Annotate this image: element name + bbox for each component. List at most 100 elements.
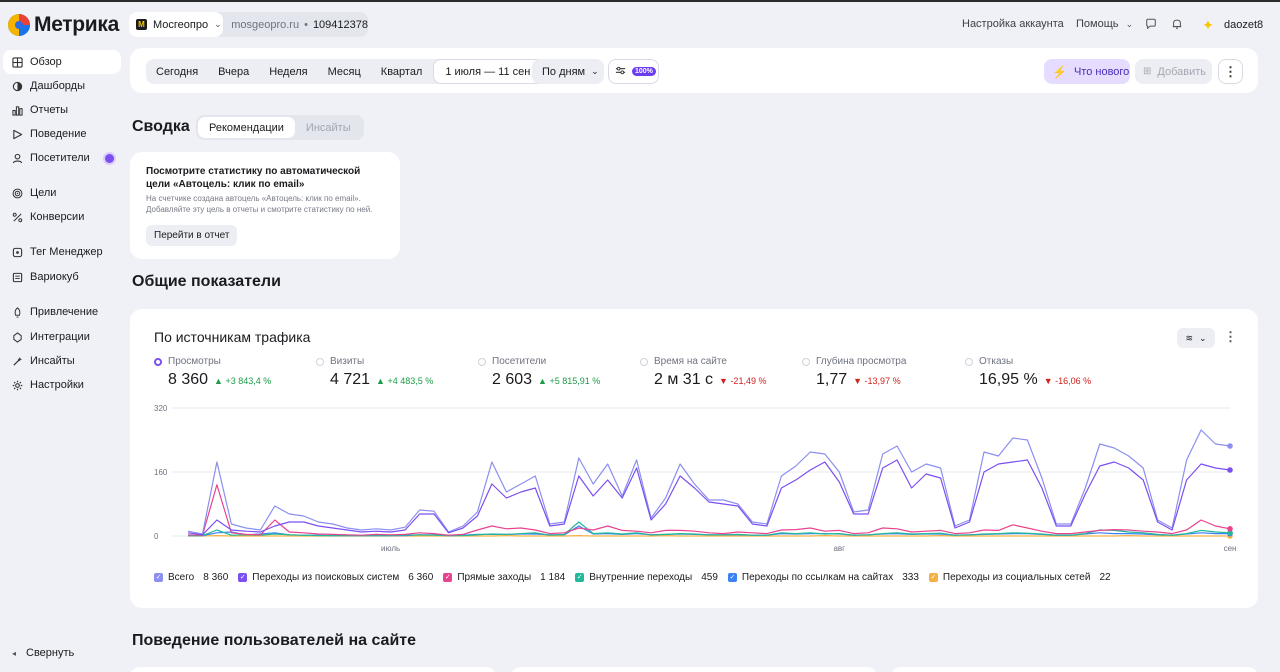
metric-label: Время на сайте xyxy=(654,356,727,367)
period-week[interactable]: Неделя xyxy=(269,65,308,78)
chart-title: По источникам трафика xyxy=(154,329,311,345)
metric-pageviews[interactable]: Просмотры 8 360 ▲ +3 843,4 % xyxy=(154,356,309,389)
chart-type-select[interactable]: ≋ ⌄ xyxy=(1177,328,1215,348)
behavior-card xyxy=(511,667,877,672)
series-line[interactable] xyxy=(187,484,1231,536)
metric-time-on-site[interactable]: Время на сайте 2 м 31 с ▼ -21,49 % xyxy=(640,356,795,389)
sidebar-item-insights[interactable]: Инсайты xyxy=(3,349,121,373)
legend-item-internal[interactable]: ✓ Внутренние переходы 459 xyxy=(575,572,718,583)
legend-label: Переходы по ссылкам на сайтах xyxy=(741,572,894,583)
metric-visitors[interactable]: Посетители 2 603 ▲ +5 815,91 % xyxy=(478,356,633,389)
tab-recommendations[interactable]: Рекомендации xyxy=(198,117,295,138)
sidebar-item-label: Вариокуб xyxy=(30,271,79,283)
go-to-report-button[interactable]: Перейти в отчет xyxy=(146,225,238,246)
sidebar: Метрика Обзор Дашборды Отчеты Поведение … xyxy=(0,2,124,672)
legend-label: Переходы из социальных сетей xyxy=(942,572,1091,583)
period-month[interactable]: Месяц xyxy=(327,65,361,78)
help-menu[interactable]: Помощь ⌄ xyxy=(1076,18,1133,30)
collapse-sidebar-button[interactable]: ◂ Свернуть xyxy=(12,647,74,659)
counter-id[interactable]: 109412378 xyxy=(312,18,368,31)
sidebar-item-visitors[interactable]: Посетители xyxy=(3,146,121,170)
add-widget-button[interactable]: ⊞ Добавить xyxy=(1135,59,1212,84)
sampling-badge: 100% xyxy=(632,67,656,76)
avatar: ✦ xyxy=(1202,16,1214,33)
user-menu[interactable]: ✦ daozet8 xyxy=(1198,13,1263,37)
metric-bounce-rate[interactable]: Отказы 16,95 % ▼ -16,06 % xyxy=(965,356,1120,389)
summary-tabs: Рекомендации Инсайты xyxy=(196,115,364,140)
granularity-select[interactable]: По дням ⌄ xyxy=(532,59,604,84)
sidebar-item-settings[interactable]: Настройки xyxy=(3,373,121,397)
sidebar-item-label: Интеграции xyxy=(30,331,90,343)
period-quarter[interactable]: Квартал xyxy=(380,65,423,78)
metric-visits[interactable]: Визиты 4 721 ▲ +4 483,5 % xyxy=(316,356,471,389)
new-badge-dot xyxy=(105,154,114,163)
sidebar-item-acquisition[interactable]: Привлечение xyxy=(3,300,121,324)
legend-item-social[interactable]: ✓ Переходы из социальных сетей 22 xyxy=(928,572,1111,583)
sampling-button[interactable]: 100% xyxy=(608,59,659,84)
sidebar-item-label: Обзор xyxy=(30,56,62,68)
metric-label: Отказы xyxy=(979,356,1014,367)
legend-count: 22 xyxy=(1099,572,1111,583)
bell-icon[interactable] xyxy=(1171,17,1185,31)
period-toolbar: Сегодня Вчера Неделя Месяц Квартал 1 июл… xyxy=(130,48,1258,93)
sidebar-item-variocube[interactable]: Вариокуб xyxy=(3,265,121,289)
bar-chart-icon xyxy=(12,105,23,116)
sidebar-item-label: Дашборды xyxy=(30,80,85,92)
widgets-icon: ⊞ xyxy=(1143,66,1152,77)
more-options-button[interactable]: ⋮ xyxy=(1218,59,1243,84)
sidebar-item-conversions[interactable]: Конверсии xyxy=(3,205,121,229)
username: daozet8 xyxy=(1224,19,1264,31)
chat-icon[interactable] xyxy=(1145,17,1159,31)
metric-value: 16,95 % xyxy=(979,371,1038,388)
collapse-label: Свернуть xyxy=(26,647,75,659)
tag-icon xyxy=(12,247,23,258)
app-logo[interactable]: Метрика xyxy=(8,13,119,37)
metric-label: Визиты xyxy=(330,356,365,367)
series-end-point xyxy=(1227,443,1233,449)
series-line[interactable] xyxy=(187,459,1231,536)
sliders-icon xyxy=(615,63,626,81)
metric-change: ▲ +3 843,4 % xyxy=(214,376,272,386)
counter-dropdown[interactable]: М Мосгеопро ⌄ xyxy=(129,12,224,37)
play-icon xyxy=(12,129,23,140)
chevron-down-icon: ⌄ xyxy=(214,19,222,29)
series-end-point xyxy=(1227,530,1233,536)
metric-value: 2 м 31 с xyxy=(654,371,714,388)
target-icon xyxy=(12,188,23,199)
legend-item-direct[interactable]: ✓ Прямые заходы 1 184 xyxy=(443,572,565,583)
checkbox-checked-icon: ✓ xyxy=(154,573,163,582)
sidebar-item-label: Привлечение xyxy=(30,306,99,318)
sidebar-item-tag-manager[interactable]: Тег Менеджер xyxy=(3,240,121,264)
sidebar-item-behavior[interactable]: Поведение xyxy=(3,122,121,146)
metric-label: Глубина просмотра xyxy=(816,356,907,367)
metric-change: ▼ -16,06 % xyxy=(1043,376,1092,386)
whats-new-button[interactable]: ⚡ Что нового xyxy=(1044,59,1130,84)
counter-separator: • xyxy=(304,18,308,31)
period-presets: Сегодня Вчера Неделя Месяц Квартал 1 июл… xyxy=(146,59,556,84)
recommendation-text: На счетчике создана автоцель «Автоцель: … xyxy=(146,194,373,214)
gear-icon xyxy=(12,380,23,391)
legend-item-total[interactable]: ✓ Всего 8 360 xyxy=(154,572,228,583)
account-settings-link[interactable]: Настройка аккаунта xyxy=(962,18,1064,30)
y-tick-label: 0 xyxy=(154,532,159,541)
sidebar-item-integrations[interactable]: Интеграции xyxy=(3,325,121,349)
sidebar-item-reports[interactable]: Отчеты xyxy=(3,98,121,122)
rocket-icon xyxy=(12,306,23,318)
metric-value: 1,77 xyxy=(816,371,848,388)
granularity-value: По дням xyxy=(542,65,586,78)
period-yesterday[interactable]: Вчера xyxy=(218,65,250,78)
counter-name: Мосгеопро xyxy=(153,18,209,31)
tab-insights[interactable]: Инсайты xyxy=(305,121,351,134)
sidebar-item-goals[interactable]: Цели xyxy=(3,181,121,205)
traffic-line-chart[interactable]: 320 160 0 июль авг сен xyxy=(130,401,1258,561)
series-line[interactable] xyxy=(187,429,1231,535)
sidebar-item-dashboards[interactable]: Дашборды xyxy=(3,74,121,98)
summary-title: Сводка xyxy=(132,118,190,135)
sidebar-item-overview[interactable]: Обзор xyxy=(3,50,121,74)
legend-item-search[interactable]: ✓ Переходы из поисковых систем 6 360 xyxy=(238,572,433,583)
period-today[interactable]: Сегодня xyxy=(156,65,199,78)
legend-item-links[interactable]: ✓ Переходы по ссылкам на сайтах 333 xyxy=(727,572,919,583)
metric-page-depth[interactable]: Глубина просмотра 1,77 ▼ -13,97 % xyxy=(802,356,957,389)
chart-legend: ✓ Всего 8 360 ✓ Переходы из поисковых систе… xyxy=(154,572,1121,583)
chart-menu-button[interactable]: ⋮ xyxy=(1224,329,1237,344)
